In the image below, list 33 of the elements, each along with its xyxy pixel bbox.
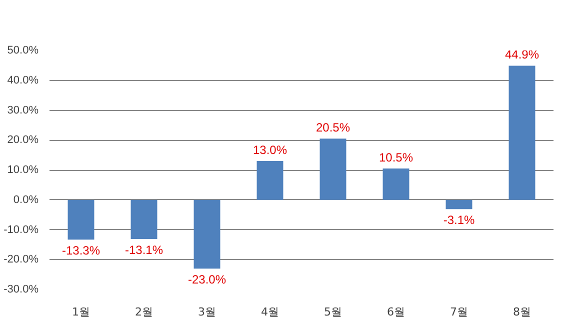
data-label: -13.3% bbox=[62, 244, 100, 258]
y-tick-label: 20.0% bbox=[7, 134, 39, 146]
bar bbox=[256, 161, 284, 200]
bar bbox=[382, 168, 410, 200]
bar bbox=[320, 138, 346, 200]
x-tick-label: 3월 bbox=[198, 306, 216, 318]
y-tick-label: -20.0% bbox=[4, 254, 39, 266]
y-tick-label: 30.0% bbox=[7, 104, 39, 116]
data-label: 44.9% bbox=[504, 48, 540, 62]
x-tick-label: 6월 bbox=[387, 306, 405, 318]
y-tick-label: 40.0% bbox=[7, 74, 39, 86]
y-tick-label: -10.0% bbox=[4, 224, 39, 236]
x-tick-label: 8월 bbox=[513, 306, 531, 318]
data-label: 10.5% bbox=[378, 150, 414, 165]
y-tick-label: 10.0% bbox=[7, 164, 39, 176]
data-label: -3.1% bbox=[443, 213, 476, 228]
y-tick-label: -30.0% bbox=[4, 284, 39, 296]
bar bbox=[68, 200, 94, 240]
y-tick-label: 0.0% bbox=[13, 194, 39, 206]
data-label: -23.0% bbox=[188, 272, 226, 287]
bar bbox=[130, 200, 158, 240]
bar bbox=[446, 200, 472, 210]
data-label: 13.0% bbox=[252, 143, 288, 158]
x-tick-label: 5월 bbox=[324, 306, 342, 318]
bar bbox=[508, 66, 536, 200]
bar bbox=[194, 200, 220, 269]
data-label: 20.5% bbox=[316, 120, 350, 135]
x-tick-label: 4월 bbox=[261, 306, 279, 318]
x-tick-label: 7월 bbox=[450, 306, 468, 318]
y-tick-label: 50.0% bbox=[7, 44, 39, 56]
x-tick-label: 2월 bbox=[135, 306, 153, 318]
data-label: -13.1% bbox=[124, 243, 164, 258]
x-tick-label: 1월 bbox=[72, 306, 90, 318]
